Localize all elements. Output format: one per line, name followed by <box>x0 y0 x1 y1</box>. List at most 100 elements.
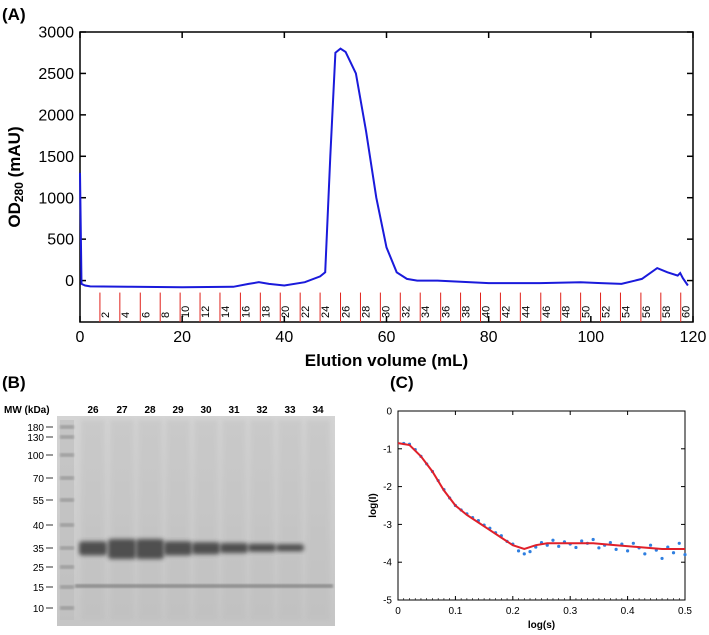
fraction-label: 38 <box>461 306 473 318</box>
x-tick-label: 0.2 <box>506 606 520 617</box>
lane-label: 28 <box>144 405 156 416</box>
ladder-label: 70 <box>33 474 45 485</box>
ladder-label: 40 <box>33 521 45 532</box>
fraction-label: 36 <box>441 306 453 318</box>
panel-label: (B) <box>2 373 26 392</box>
lane-label: 33 <box>284 405 296 416</box>
data-point <box>522 552 526 556</box>
x-tick-label: 120 <box>680 329 707 346</box>
y-tick-label: 0 <box>65 273 74 290</box>
fraction-label: 56 <box>641 306 653 318</box>
data-point <box>643 552 647 556</box>
lane-label: 31 <box>228 405 240 416</box>
y-axis-title: OD280 (mAU) <box>5 126 26 227</box>
protein-band <box>108 539 136 559</box>
y-tick-label: -4 <box>383 558 392 569</box>
y-tick-label: 500 <box>47 232 74 249</box>
ladder-band <box>60 546 74 550</box>
fraction-label: 18 <box>260 306 272 318</box>
ladder-band <box>60 476 74 480</box>
y-tick-label: 1000 <box>38 190 74 207</box>
lane-smear <box>138 420 162 620</box>
x-tick-label: 0.5 <box>678 606 692 617</box>
data-point <box>660 556 664 561</box>
data-point <box>631 541 635 545</box>
fraction-label: 4 <box>120 312 132 318</box>
fraction-label: 46 <box>541 306 553 318</box>
ladder-label: 100 <box>27 451 44 462</box>
data-point <box>574 545 578 550</box>
protein-band <box>276 544 304 552</box>
chromatogram-line <box>79 47 689 289</box>
x-tick-label: 40 <box>275 329 293 346</box>
lane-label: 27 <box>116 405 128 416</box>
ladder-label: 180 <box>27 423 44 434</box>
ladder-band <box>60 425 74 429</box>
data-point <box>608 540 612 545</box>
y-tick-label: 3000 <box>38 25 74 42</box>
data-point <box>528 550 532 554</box>
y-tick-label: 2000 <box>38 107 74 124</box>
x-tick-label: 0 <box>395 606 401 617</box>
ladder-band <box>60 523 74 527</box>
panel-label: (C) <box>390 373 414 392</box>
data-point <box>683 553 687 557</box>
y-axis-title-main: OD <box>5 202 24 228</box>
lane-label: 32 <box>256 405 268 416</box>
data-point <box>551 538 555 542</box>
lane-smear <box>194 420 218 620</box>
lane-smear <box>250 420 274 620</box>
protein-band <box>248 543 276 552</box>
lane-smear <box>278 420 302 620</box>
fraction-label: 10 <box>180 306 192 318</box>
fraction-label: 6 <box>140 312 152 318</box>
lane-label: 26 <box>87 405 99 416</box>
fraction-label: 24 <box>320 306 332 318</box>
fraction-label: 54 <box>620 306 632 318</box>
data-point <box>591 537 595 542</box>
fraction-label: 12 <box>200 306 212 318</box>
lane-smear <box>306 420 330 620</box>
plot-frame <box>397 410 686 601</box>
data-point <box>597 546 601 550</box>
y-tick-label: -5 <box>383 596 392 607</box>
fraction-label: 26 <box>341 306 353 318</box>
data-point <box>516 549 521 553</box>
lower-band <box>75 584 333 588</box>
data-point <box>614 547 618 551</box>
data-point <box>648 543 653 547</box>
fraction-label: 60 <box>681 306 693 318</box>
fraction-label: 42 <box>500 306 512 318</box>
fraction-label: 16 <box>240 306 252 318</box>
y-axis-title-sub: 280 <box>12 182 26 202</box>
lane-smear <box>166 420 190 620</box>
ladder-label: 55 <box>33 496 45 507</box>
y-axis-title: log(I) <box>368 493 379 517</box>
x-tick-label: 20 <box>173 329 191 346</box>
x-tick-label: 100 <box>577 329 604 346</box>
protein-band <box>79 541 107 556</box>
data-point <box>671 551 676 555</box>
y-tick-label: 2500 <box>38 66 74 83</box>
y-tick-label: -1 <box>383 444 392 455</box>
ladder-band <box>60 585 74 589</box>
data-point <box>626 549 630 553</box>
fraction-label: 50 <box>581 306 593 318</box>
lane-smear <box>110 420 134 620</box>
y-tick-label: -2 <box>383 482 392 493</box>
x-tick-label: 0.4 <box>621 606 635 617</box>
y-axis-title-unit: (mAU) <box>5 126 24 182</box>
lane-label: 34 <box>312 405 324 416</box>
fraction-label: 14 <box>220 306 232 318</box>
ladder-label: 35 <box>33 544 45 555</box>
x-tick-label: 60 <box>378 329 396 346</box>
x-axis-title: Elution volume (mL) <box>305 351 468 370</box>
ladder-label: 15 <box>33 583 45 594</box>
x-tick-label: 0 <box>76 329 85 346</box>
ladder-band <box>60 606 74 610</box>
fraction-label: 48 <box>561 306 573 318</box>
ladder-band <box>60 565 74 569</box>
ladder-label: 10 <box>33 604 45 615</box>
ladder-title: MW (kDa) <box>4 405 50 416</box>
